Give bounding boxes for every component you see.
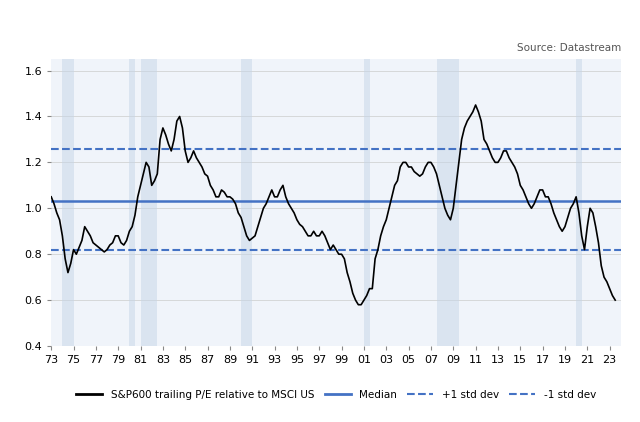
Bar [62,59,74,346]
Bar [576,59,582,346]
Text: Source: Datastream: Source: Datastream [516,43,621,53]
Bar [436,59,459,346]
Bar [141,59,157,346]
Legend: S&P600 trailing P/E relative to MSCI US, Median, +1 std dev, -1 std dev: S&P600 trailing P/E relative to MSCI US,… [72,386,600,404]
Bar [241,59,252,346]
Text: US small caps vs large caps P/E relative: US small caps vs large caps P/E relative [13,15,511,35]
Bar [129,59,135,346]
Bar [364,59,369,346]
